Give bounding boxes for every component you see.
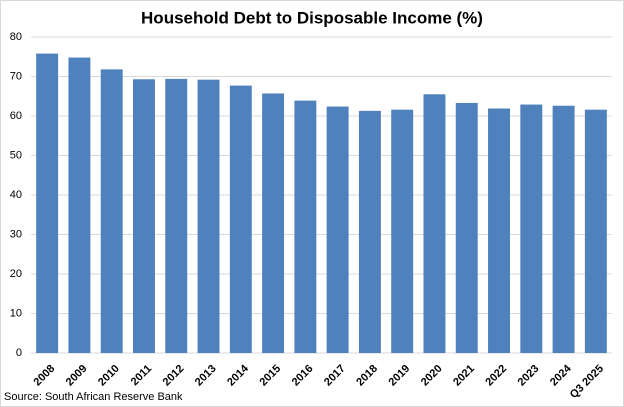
- bar: [358, 110, 381, 354]
- bar: [455, 102, 478, 353]
- bar: [326, 106, 349, 354]
- y-tick-label: 80: [10, 31, 22, 43]
- bar: [584, 109, 607, 354]
- y-tick-label: 50: [10, 149, 22, 161]
- y-tick-label: 10: [10, 307, 22, 319]
- bar: [197, 79, 220, 353]
- bar: [36, 53, 59, 354]
- bar: [488, 108, 511, 354]
- y-tick-label: 0: [16, 347, 22, 359]
- bar: [165, 78, 188, 354]
- bar: [100, 69, 123, 353]
- chart-title: Household Debt to Disposable Income (%): [141, 8, 483, 27]
- y-tick-label: 30: [10, 228, 22, 240]
- y-tick-label: 70: [10, 70, 22, 82]
- bar: [552, 105, 575, 353]
- y-tick-label: 40: [10, 189, 22, 201]
- bar: [262, 93, 285, 354]
- bar: [520, 104, 543, 353]
- source-note: Source: South African Reserve Bank: [4, 391, 183, 403]
- bar: [229, 85, 252, 354]
- bar: [391, 109, 414, 354]
- bar: [423, 94, 446, 354]
- bar: [68, 57, 91, 353]
- y-tick-label: 20: [10, 268, 22, 280]
- y-tick-label: 60: [10, 110, 22, 122]
- bar: [294, 100, 317, 353]
- bar: [132, 79, 155, 353]
